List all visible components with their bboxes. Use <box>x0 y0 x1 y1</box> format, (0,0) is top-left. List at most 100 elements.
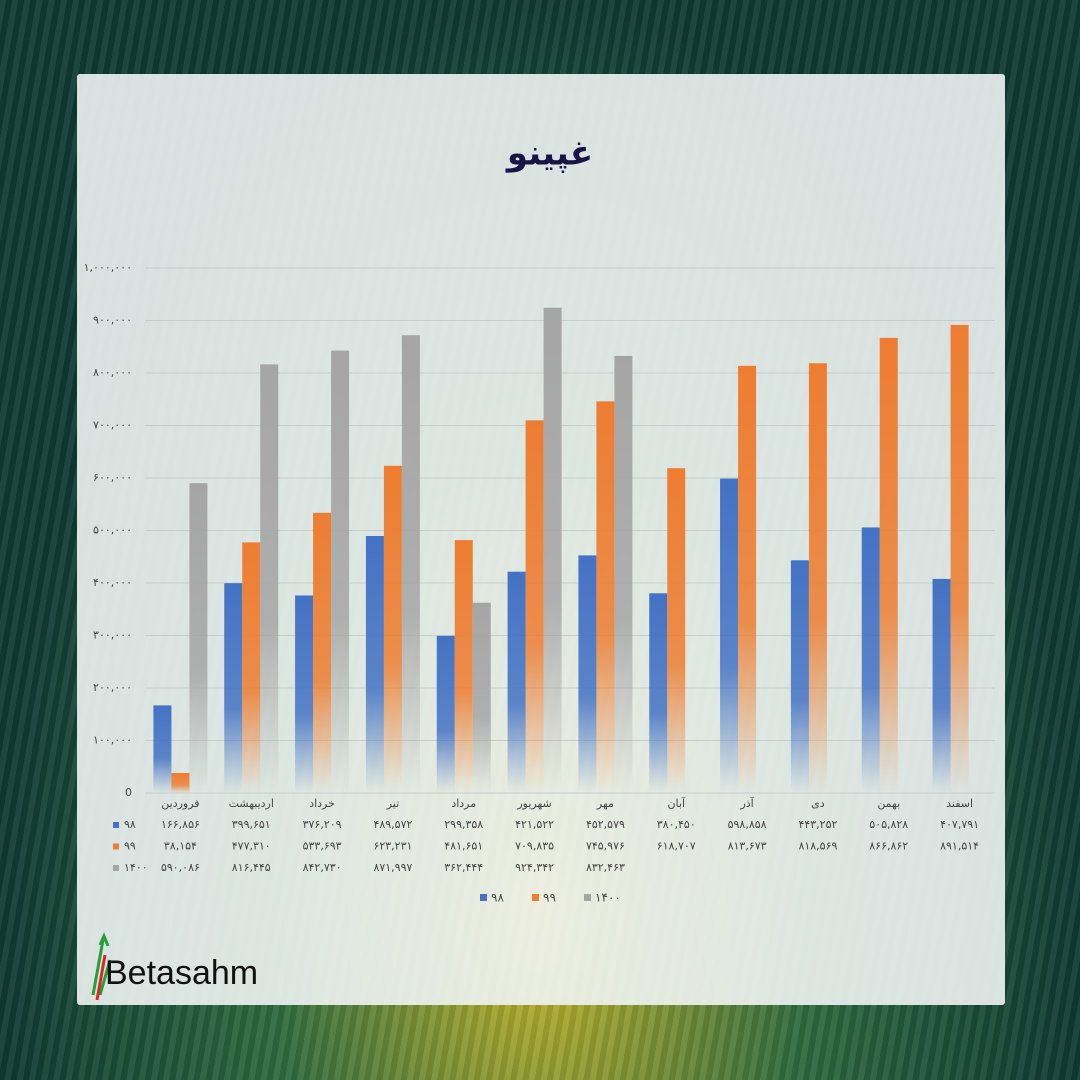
bar <box>596 401 615 793</box>
y-tick-label: ۵۰۰,۰۰۰ <box>93 524 132 537</box>
bar <box>153 705 172 793</box>
table-value: ۸۳۲,۴۶۳ <box>586 861 625 874</box>
bar <box>525 420 544 793</box>
x-tick-label: خرداد <box>309 797 335 810</box>
x-tick-label: فروردین <box>161 797 199 810</box>
table-value: ۸۷۱,۹۹۷ <box>373 861 412 874</box>
bar <box>224 583 243 793</box>
bar <box>189 483 208 793</box>
table-value: ۶۲۳,۲۳۱ <box>373 840 412 853</box>
table-value: ۷۴۵,۹۷۶ <box>586 840 625 853</box>
x-tick-label: مهر <box>596 797 614 810</box>
table-value: ۸۱۳,۶۷۳ <box>728 840 767 853</box>
table-value: ۳۸۰,۴۵۰ <box>657 818 696 831</box>
y-tick-label: ۹۰۰,۰۰۰ <box>93 314 132 327</box>
table-value: ۹۲۴,۳۴۲ <box>515 861 554 874</box>
table-value: ۵۰۵,۸۲۸ <box>869 818 908 831</box>
bar <box>614 355 633 793</box>
y-tick-label: ۶۰۰,۰۰۰ <box>93 471 132 484</box>
x-tick-label: اسفند <box>946 797 973 810</box>
bar <box>383 465 402 793</box>
bar <box>738 365 757 793</box>
x-tick-label: بهمن <box>877 797 900 810</box>
table-value: ۴۷۷,۳۱۰ <box>232 840 271 853</box>
bar <box>649 593 668 793</box>
bar <box>932 578 951 793</box>
table-value: ۶۱۸,۷۰۷ <box>657 840 696 853</box>
table-legend-label: ۹۹ <box>124 840 136 853</box>
bar <box>667 468 686 793</box>
table-value: ۵۹۰,۰۸۶ <box>161 861 200 874</box>
table-value: ۸۱۶,۴۴۵ <box>232 861 271 874</box>
bar <box>578 555 597 793</box>
legend-label: ۹۹ <box>543 891 556 905</box>
x-tick-label: آبان <box>667 796 685 810</box>
table-value: ۴۰۷,۷۹۱ <box>940 818 979 831</box>
bar <box>720 478 739 793</box>
y-tick-label: ۷۰۰,۰۰۰ <box>93 419 132 432</box>
y-tick-label: ۸۰۰,۰۰۰ <box>93 366 132 379</box>
x-tick-label: اردیبهشت <box>229 797 274 810</box>
x-tick-label: دی <box>811 797 825 810</box>
bar <box>313 512 332 793</box>
legend-key <box>480 894 487 901</box>
legend-label: ۹۸ <box>491 891 504 905</box>
table-legend-label: ۹۸ <box>124 818 136 831</box>
legend-key <box>532 894 539 901</box>
y-tick-label: ۴۰۰,۰۰۰ <box>93 576 132 589</box>
table-value: ۴۸۱,۶۵۱ <box>444 840 483 853</box>
legend-label: ۱۴۰۰ <box>595 891 621 905</box>
bar <box>808 363 827 793</box>
table-value: ۴۴۳,۲۵۲ <box>798 818 837 831</box>
table-value: ۱۶۶,۸۵۶ <box>161 818 200 831</box>
table-value: ۳۸,۱۵۴ <box>164 840 197 853</box>
table-value: ۴۲۱,۵۲۲ <box>515 818 554 831</box>
bar <box>861 527 880 793</box>
legend-key <box>584 894 591 901</box>
bar <box>472 602 491 793</box>
table-legend-label: ۱۴۰۰ <box>124 861 148 874</box>
chart-title: غپینو <box>505 134 593 174</box>
table-value: ۳۹۹,۶۵۱ <box>232 818 271 831</box>
table-value: ۴۵۲,۵۷۹ <box>586 818 625 831</box>
bar <box>401 335 420 793</box>
x-tick-label: تیر <box>386 797 399 810</box>
bar <box>950 324 969 793</box>
table-value: ۵۳۳,۶۹۳ <box>303 840 342 853</box>
y-tick-label: 0 <box>125 786 132 799</box>
bar <box>260 364 279 793</box>
bar <box>171 772 190 793</box>
table-value: ۷۰۹,۸۳۵ <box>515 840 554 853</box>
bar <box>879 337 898 793</box>
bar <box>543 307 562 793</box>
y-tick-label: ۱۰۰,۰۰۰ <box>93 734 132 747</box>
bar <box>507 571 526 793</box>
x-tick-label: شهریور <box>516 797 551 810</box>
x-tick-label: مرداد <box>451 797 476 810</box>
table-value: ۸۹۱,۵۱۴ <box>940 840 979 853</box>
table-value: ۳۶۲,۴۴۴ <box>444 861 483 874</box>
x-tick-label: آذر <box>739 796 754 810</box>
logo: Betasahm <box>91 932 258 1001</box>
table-legend-key <box>113 843 119 850</box>
table-value: ۲۹۹,۳۵۸ <box>444 818 483 831</box>
table-value: ۳۷۶,۲۰۹ <box>303 818 342 831</box>
bar <box>436 635 455 793</box>
table-value: ۸۶۶,۸۶۲ <box>869 840 908 853</box>
bar <box>365 535 384 793</box>
y-tick-label: ۲۰۰,۰۰۰ <box>93 681 132 694</box>
bar <box>790 560 809 793</box>
table-legend-key <box>113 822 119 828</box>
table-value: ۴۸۹,۵۷۲ <box>373 818 412 831</box>
bar <box>331 350 350 793</box>
y-tick-label: ۱,۰۰۰,۰۰۰ <box>84 261 132 274</box>
brand: Betasahm <box>105 954 258 992</box>
table-value: ۸۱۸,۵۶۹ <box>798 840 837 853</box>
bar <box>295 595 314 793</box>
table-value: ۵۹۸,۸۵۸ <box>728 818 767 831</box>
y-tick-label: ۳۰۰,۰۰۰ <box>93 629 132 642</box>
bar <box>454 540 473 793</box>
table-legend-key <box>113 865 119 871</box>
